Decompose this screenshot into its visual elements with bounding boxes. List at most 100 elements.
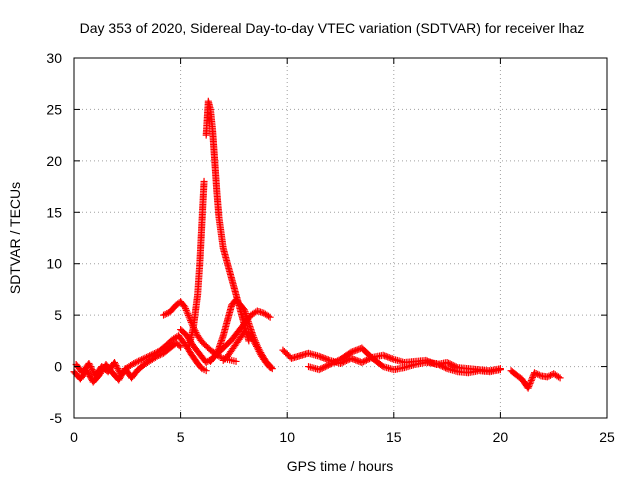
data-point [265, 362, 273, 370]
x-tick-labels: 0 5 10 15 20 25 [70, 429, 615, 445]
data-point [89, 367, 97, 375]
data-point [253, 344, 261, 352]
data-point [252, 341, 260, 349]
data-point [184, 310, 192, 318]
data-marks [70, 97, 564, 392]
data-point [358, 358, 366, 366]
x-tick-label: 25 [599, 429, 615, 445]
data-point [266, 364, 274, 372]
data-point [525, 383, 533, 391]
data-point [251, 339, 259, 347]
data-point [535, 371, 543, 379]
data-point [543, 373, 551, 381]
data-point [144, 353, 152, 361]
data-point [141, 354, 149, 362]
data-point [318, 364, 326, 372]
data-point [130, 359, 138, 367]
data-point [321, 363, 329, 371]
data-point [177, 343, 185, 351]
y-tick-label: 0 [54, 359, 62, 375]
data-point [315, 366, 323, 374]
series-arc-7 [219, 328, 274, 372]
x-tick-label: 20 [493, 429, 509, 445]
data-point [175, 342, 183, 350]
data-point [320, 363, 328, 371]
data-point [86, 361, 94, 369]
data-point [435, 361, 443, 369]
y-tick-label: 5 [54, 307, 62, 323]
data-point [378, 362, 386, 370]
data-point [152, 349, 160, 357]
data-point [161, 310, 169, 318]
data-point [534, 370, 542, 378]
data-point [545, 372, 553, 380]
data-point [146, 352, 154, 360]
y-tick-label: 25 [46, 101, 62, 117]
data-point [255, 347, 263, 355]
data-point [212, 349, 220, 357]
data-point [182, 306, 190, 314]
data-point [85, 359, 93, 367]
y-axis-label: SDTVAR / TECUs [7, 182, 23, 294]
x-tick-label: 10 [279, 429, 295, 445]
series-arc-5 [185, 97, 253, 350]
data-point [432, 359, 440, 367]
data-point [212, 351, 220, 359]
data-point [232, 357, 240, 365]
data-point [250, 337, 258, 345]
data-point [527, 378, 535, 386]
data-point [138, 356, 146, 364]
data-point [142, 353, 150, 361]
data-point [149, 350, 157, 358]
data-point [147, 351, 155, 359]
data-point [362, 356, 370, 364]
data-point [87, 364, 95, 372]
data-point [254, 346, 262, 354]
series-arc-10 [507, 367, 564, 392]
y-tick-label: -5 [50, 410, 63, 426]
data-point [330, 358, 338, 366]
data-point [112, 362, 120, 370]
data-point [150, 349, 158, 357]
data-point [202, 367, 210, 375]
data-point [442, 364, 450, 372]
data-point [256, 349, 264, 357]
data-point [531, 369, 539, 377]
data-point [529, 373, 537, 381]
data-point [527, 376, 535, 384]
data-point [439, 362, 447, 370]
x-axis-label: GPS time / hours [287, 458, 394, 474]
data-point [139, 355, 147, 363]
data-point [496, 366, 504, 374]
series-arc-2 [72, 332, 210, 380]
data-point [359, 358, 367, 366]
data-point [133, 358, 141, 366]
data-point [333, 357, 341, 365]
data-point [554, 373, 562, 381]
y-tick-labels: -5 0 5 10 15 20 25 30 [46, 50, 62, 426]
data-point [445, 359, 453, 367]
data-point [265, 312, 273, 320]
data-point [111, 358, 119, 366]
series-arc-9 [305, 344, 504, 377]
data-point [361, 357, 369, 365]
data-point [114, 365, 122, 373]
data-point [327, 360, 335, 368]
data-point [434, 360, 442, 368]
data-point [532, 370, 540, 378]
data-point [326, 361, 334, 369]
data-point [344, 356, 352, 364]
data-point [440, 363, 448, 371]
data-point [266, 313, 274, 321]
data-point [252, 342, 260, 350]
data-point [160, 311, 168, 319]
data-point [184, 311, 192, 319]
data-point [136, 356, 144, 364]
data-point [526, 380, 534, 388]
data-point [323, 362, 331, 370]
y-tick-label: 15 [46, 204, 62, 220]
data-point [200, 177, 208, 185]
data-point [525, 381, 533, 389]
data-point [88, 366, 96, 374]
